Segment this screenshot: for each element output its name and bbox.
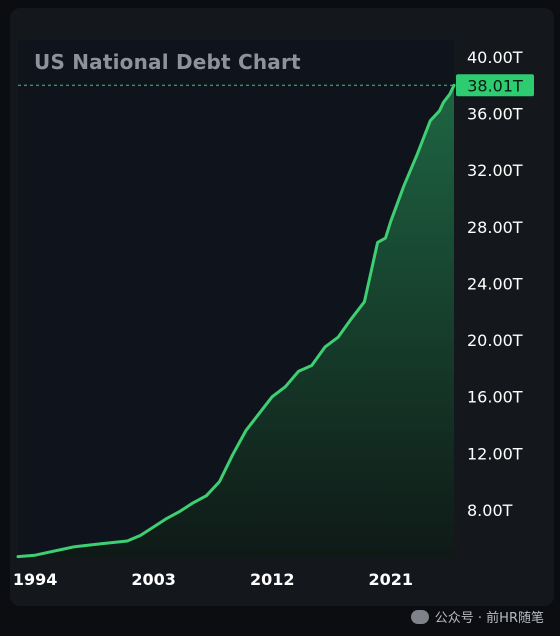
y-tick-label: 28.00T [467, 218, 523, 237]
y-tick-label: 40.00T [467, 48, 523, 67]
x-tick-label: 1994 [13, 570, 58, 589]
y-tick-label: 24.00T [467, 274, 523, 293]
y-tick-label: 8.00T [467, 501, 513, 520]
debt-area-fill [18, 85, 454, 559]
x-tick-label: 2003 [131, 570, 176, 589]
chart-title: US National Debt Chart [34, 50, 301, 74]
current-value-label: 38.01T [467, 76, 523, 95]
x-tick-label: 2021 [369, 570, 414, 589]
y-tick-label: 36.00T [467, 105, 523, 124]
watermark-text: 公众号 · 前HR随笔 [434, 611, 544, 626]
current-value-badge [456, 74, 534, 97]
y-tick-label: 12.00T [467, 444, 523, 463]
y-tick-label: 32.00T [467, 161, 523, 180]
y-tick-label: 20.00T [467, 331, 523, 350]
watermark: 公众号 · 前HR随笔 [410, 607, 544, 626]
y-tick-label: 16.00T [467, 388, 523, 407]
debt-line [16, 83, 456, 559]
x-tick-label: 2012 [250, 570, 295, 589]
wechat-icon [410, 609, 429, 624]
